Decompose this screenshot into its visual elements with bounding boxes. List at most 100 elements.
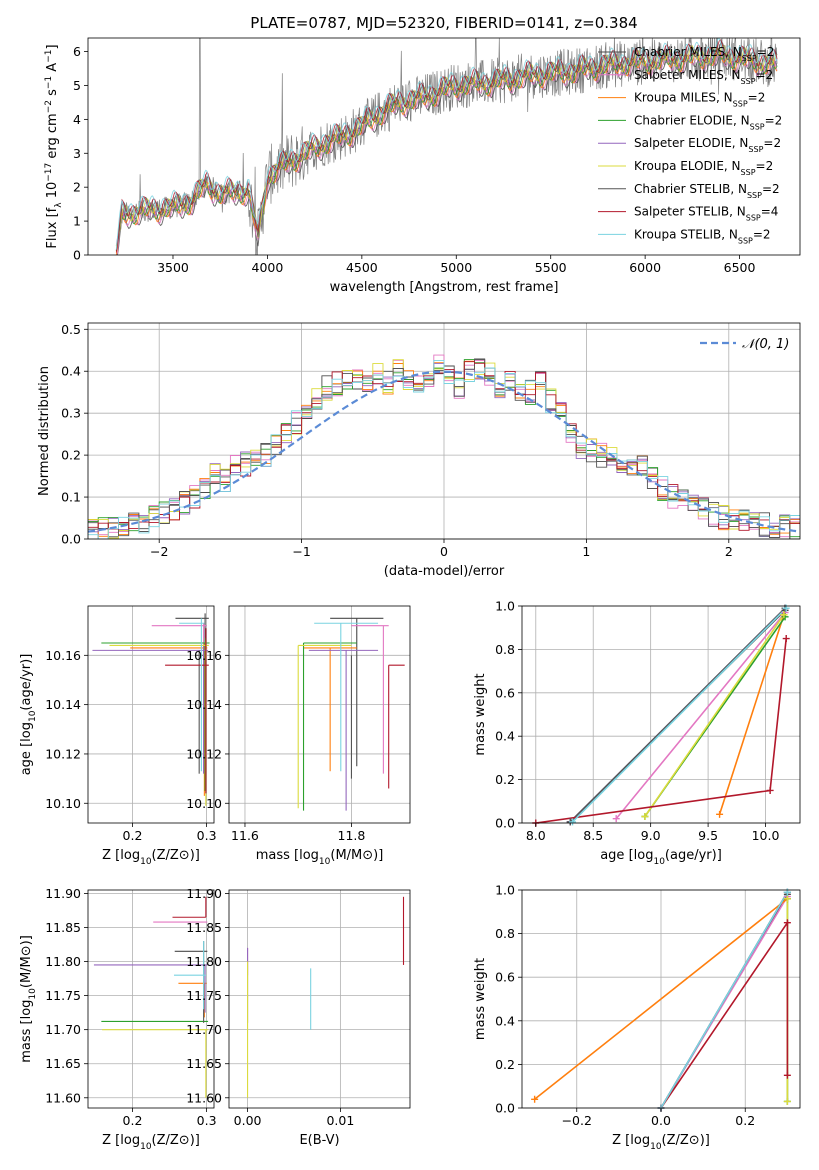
- y-tick-label: 0.6: [495, 970, 515, 985]
- x-tick-label: 0: [440, 544, 448, 559]
- x-tick-label: 3500: [157, 260, 189, 275]
- y-tick-label: 11.65: [45, 1056, 81, 1071]
- x-axis-label: mass [log10(M/M⊙)]: [256, 848, 384, 867]
- y-tick-label: 0.1: [61, 490, 81, 505]
- x-tick-label: 1: [582, 544, 590, 559]
- x-tick-label: 5500: [535, 260, 567, 275]
- y-tick-label: 10.10: [186, 796, 222, 811]
- y-tick-label: 6: [73, 44, 81, 59]
- legend-entry: Salpeter STELIB, NSSP=4: [634, 205, 778, 223]
- x-tick-label: 6500: [724, 260, 756, 275]
- plot-area-age-vs-Z: [92, 613, 210, 806]
- mass-weight-marker: [782, 635, 790, 643]
- y-tick-label: 0.0: [495, 1101, 515, 1116]
- y-tick-label: 10.12: [45, 746, 81, 761]
- y-tick-label: 1.0: [495, 599, 515, 614]
- x-tick-label: 5000: [440, 260, 472, 275]
- x-tick-label: 11.8: [338, 828, 366, 843]
- spectrum-model-line: [115, 38, 778, 250]
- y-tick-label: 10.10: [45, 796, 81, 811]
- y-tick-label: 10.14: [45, 697, 81, 712]
- gaussian-curve: [88, 370, 800, 533]
- mass-weight-marker: [780, 611, 788, 619]
- x-tick-label: 4000: [252, 260, 284, 275]
- plot-area-mass-vs-Z: [93, 896, 209, 1098]
- legend-entry: Chabrier STELIB, NSSP=2: [634, 182, 780, 200]
- mass-weight-marker: [783, 895, 791, 903]
- mass-weight-line: [571, 607, 787, 823]
- y-tick-label: 0.3: [61, 406, 81, 421]
- mass-weight-line: [644, 614, 785, 817]
- chart-mass-vs-ebv: 0.00 0.01 11.60 11.65 11.70 11.75 11.80 11.85 11…: [186, 886, 411, 1148]
- y-axis-label: age [log10(age/yr)]: [19, 654, 38, 776]
- y-tick-label: 11.85: [45, 920, 81, 935]
- mass-weight-line: [534, 898, 788, 1100]
- mass-weight-marker: [531, 1095, 539, 1103]
- x-tick-label: 0.3: [197, 1113, 217, 1128]
- y-tick-label: 11.60: [45, 1090, 81, 1105]
- y-tick-label: 0.8: [495, 926, 515, 941]
- axes-frame: [87, 37, 801, 256]
- y-tick-label: 0.2: [495, 1057, 515, 1072]
- x-tick-label: −1: [292, 544, 310, 559]
- plot-area-residuals: [88, 354, 800, 539]
- y-tick-label: 0.5: [61, 322, 81, 337]
- x-axis-label: E(B-V): [299, 1133, 339, 1148]
- mass-weight-marker: [783, 919, 791, 927]
- legend-entry: 𝒩(0, 1): [742, 337, 789, 352]
- y-tick-label: 4: [73, 112, 81, 127]
- y-tick-label: 0.4: [495, 1013, 515, 1028]
- y-axis-label: Flux [fλ 10−17 erg cm−2 s−1 A−1]: [44, 44, 64, 248]
- x-axis-label: Z [log10(Z/Z⊙)]: [102, 848, 200, 867]
- y-tick-label: 1: [73, 214, 81, 229]
- x-tick-label: 10.0: [752, 828, 780, 843]
- y-tick-label: 2: [73, 180, 81, 195]
- x-tick-label: 0.01: [326, 1113, 354, 1128]
- y-tick-label: 10.12: [186, 746, 222, 761]
- mass-weight-line: [615, 611, 786, 820]
- y-tick-label: 5: [73, 78, 81, 93]
- chart-mass-vs-Z: 0.2 0.3 11.60 11.65 11.70 11.75 11.80 11.85 11.9…: [19, 886, 217, 1152]
- plot-area-spectrum: [115, 38, 778, 255]
- x-axis-label: (data-model)/error: [384, 564, 505, 579]
- y-tick-label: 11.90: [45, 886, 81, 901]
- y-tick-label: 11.75: [186, 988, 222, 1003]
- legend-entry: Salpeter ELODIE, NSSP=2: [634, 136, 781, 154]
- chart-mass-weight-vs-age: 8.0 8.5 9.0 9.5 10.0 0.0 0.2 0.4 0.6 0.8 1.0 age [l…: [473, 599, 801, 867]
- legend-entry: Kroupa ELODIE, NSSP=2: [634, 159, 773, 177]
- x-tick-label: 0.2: [123, 1113, 143, 1128]
- spectrum-model-line: [115, 41, 778, 251]
- y-axis-label: mass [log10(M/M⊙)]: [19, 935, 38, 1063]
- mass-weight-line: [660, 891, 789, 1108]
- plot-area-mass-vs-ebv: [247, 896, 405, 1098]
- x-tick-label: 0.2: [123, 828, 143, 843]
- spectrum-model-line: [115, 44, 778, 247]
- y-tick-label: 0.4: [61, 364, 81, 379]
- legend-entry: Salpeter MILES, NSSP=2: [634, 68, 773, 86]
- x-tick-label: 4500: [346, 260, 378, 275]
- y-tick-label: 0.8: [495, 642, 515, 657]
- x-tick-label: 6000: [629, 260, 661, 275]
- axes-frame: [87, 605, 215, 824]
- x-tick-label: 8.0: [526, 828, 546, 843]
- axes-frame: [521, 605, 801, 824]
- x-axis-label: Z [log10(Z/Z⊙)]: [102, 1133, 200, 1152]
- chart-spectrum: 3500 4000 4500 5000 5500 6000 6500 0 1 2 3 4 5 6 wavel…: [44, 37, 801, 295]
- x-tick-label: 0.0: [651, 1113, 671, 1128]
- axes-frame: [87, 889, 215, 1109]
- y-tick-label: 11.80: [45, 954, 81, 969]
- chart-age-vs-Z: 0.2 0.3 10.10 10.12 10.14 10.16 Z [log10(Z/Z⊙)…: [19, 605, 217, 867]
- y-tick-label: 11.60: [186, 1090, 222, 1105]
- y-tick-label: 0.2: [495, 772, 515, 787]
- legend-entry: Kroupa STELIB, NSSP=2: [634, 227, 771, 245]
- y-tick-label: 11.75: [45, 988, 81, 1003]
- y-tick-label: 11.85: [186, 920, 222, 935]
- axes-frame: [228, 889, 411, 1109]
- x-axis-label: wavelength [Angstrom, rest frame]: [330, 280, 559, 295]
- mass-weight-marker: [783, 1097, 791, 1105]
- x-tick-label: −2: [150, 544, 168, 559]
- y-tick-label: 0.6: [495, 685, 515, 700]
- y-tick-label: 1.0: [495, 883, 515, 898]
- chart-mass-weight-vs-Z: −0.2 0.0 0.2 0.0 0.2 0.4 0.6 0.8 1.0 Z [log10(Z/Z…: [473, 883, 801, 1152]
